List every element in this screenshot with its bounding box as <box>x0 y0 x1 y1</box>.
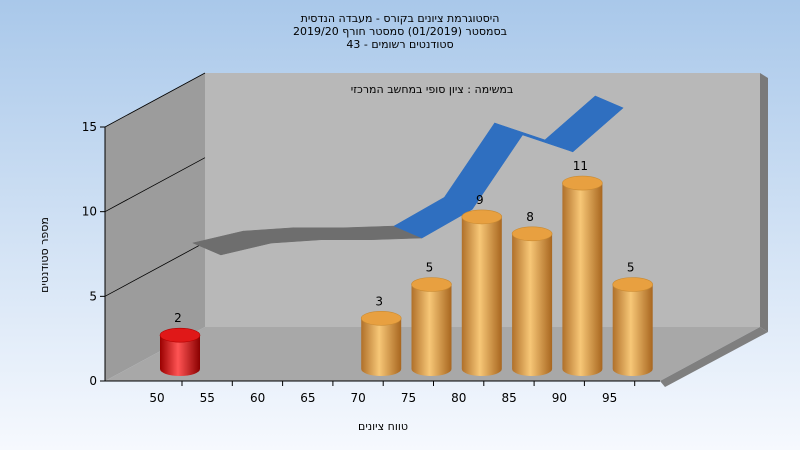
x-tick-label: 90 <box>552 391 567 405</box>
bar-top <box>562 175 603 191</box>
y-gridline <box>104 157 206 213</box>
bar-top <box>612 277 654 292</box>
title-line-3: סטודנטים רשומים - 43 <box>346 38 453 51</box>
x-axis-label: טווח ציונים <box>358 420 408 433</box>
y-axis-label: מספר סטודנטים <box>38 217 51 293</box>
y-tick-label: 5 <box>89 289 97 303</box>
bar-value-label: 11 <box>573 159 588 173</box>
bar <box>511 226 553 376</box>
bar-value-label: 5 <box>627 261 635 275</box>
bar <box>612 277 654 376</box>
bar-series <box>159 175 654 376</box>
bar-value-label: 9 <box>476 193 484 207</box>
x-tick-label: 95 <box>602 391 617 405</box>
x-tick-label: 60 <box>250 391 265 405</box>
floor-edge <box>660 327 768 387</box>
bar-value-label: 8 <box>526 210 534 224</box>
bar-top <box>411 277 452 292</box>
bar-body <box>612 284 653 376</box>
x-tick-label: 55 <box>200 391 215 405</box>
x-axis-ticks: 50 55 60 65 70 75 80 85 90 95 <box>149 381 636 405</box>
bar-body <box>361 318 402 376</box>
bar-value-label: 3 <box>375 294 383 308</box>
y-tick-label: 0 <box>89 374 97 388</box>
bar-body <box>512 233 553 376</box>
x-tick-label: 50 <box>149 391 164 405</box>
y-tick-label: 15 <box>82 120 97 134</box>
left-wall <box>105 73 205 381</box>
chart-frame <box>104 73 768 387</box>
bar-top <box>360 310 402 326</box>
x-tick-label: 65 <box>300 391 315 405</box>
bar-body <box>562 183 603 376</box>
y-axis-ticks: 0 5 10 15 <box>82 72 206 388</box>
y-gridline <box>104 72 206 128</box>
ribbon-series <box>192 95 624 256</box>
bar <box>411 277 452 376</box>
bar-top <box>159 327 201 343</box>
x-tick-label: 85 <box>501 391 516 405</box>
bar-top <box>511 226 553 242</box>
bar-body <box>160 335 200 376</box>
bar-top <box>461 209 503 225</box>
bar-body <box>411 284 452 376</box>
y-gridline <box>104 241 206 297</box>
back-wall <box>205 73 760 327</box>
bar-body <box>461 216 502 376</box>
data-labels: 2 3 5 9 8 11 5 <box>174 159 634 325</box>
chart-title: היסטוגרמת ציונים בקורס - מעבדה הנדסית בס… <box>293 12 507 51</box>
title-line-2: בסמסטר (01/2019) סמסטר חורף 2019/20 <box>293 25 507 38</box>
bar-value-label: 2 <box>174 311 182 325</box>
ribbon-segment <box>544 95 624 153</box>
x-tick-label: 70 <box>351 391 366 405</box>
bar <box>562 175 603 376</box>
chart-subtitle: במשימה : ציון סופי במחשב המרכזי <box>351 83 514 96</box>
bar-value-label: 5 <box>426 261 434 275</box>
bar <box>360 310 402 376</box>
bar <box>159 327 201 376</box>
x-tick-label: 80 <box>451 391 466 405</box>
y-tick-label: 10 <box>82 205 97 219</box>
back-wall-edge <box>760 73 768 332</box>
bar <box>461 209 503 376</box>
x-tick-label: 75 <box>401 391 416 405</box>
title-line-1: היסטוגרמת ציונים בקורס - מעבדה הנדסית <box>301 12 500 25</box>
